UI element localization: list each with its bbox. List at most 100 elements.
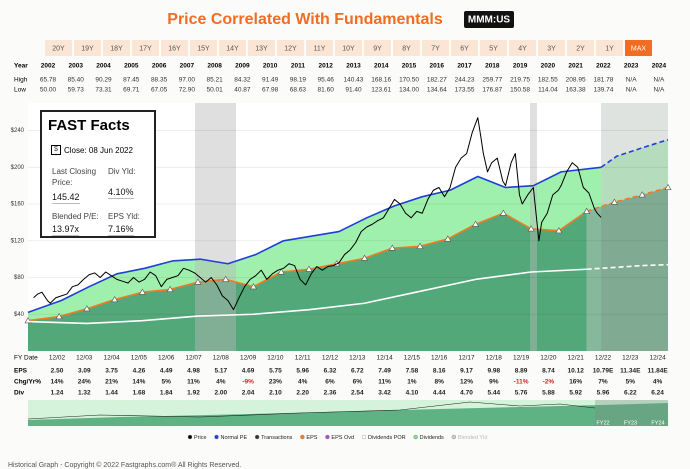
range-button-label[interactable]: 6Y — [460, 45, 469, 52]
table-cell: 2006 — [152, 63, 167, 70]
range-button[interactable] — [103, 40, 130, 56]
range-button[interactable] — [277, 40, 304, 56]
table-cell: 139.74 — [593, 87, 613, 94]
facts-label: Blended P/E: — [52, 212, 99, 221]
range-button-label[interactable]: 11Y — [314, 45, 326, 52]
table-cell: 176.87 — [482, 87, 502, 94]
chart-title: Price Correlated With Fundamentals — [167, 11, 443, 28]
table-cell: 91.49 — [262, 77, 279, 84]
range-button[interactable] — [625, 40, 652, 56]
facts-value: 7.16% — [108, 224, 134, 236]
table-cell: 73.31 — [95, 87, 112, 94]
range-button-label[interactable]: 15Y — [197, 45, 210, 52]
range-button-label[interactable]: 14Y — [226, 45, 239, 52]
y-tick-label: $240 — [11, 128, 25, 134]
range-button[interactable] — [45, 40, 72, 56]
row-label: Chg/Yr% — [14, 379, 41, 386]
table-cell: 2021 — [568, 63, 583, 70]
range-button-label[interactable]: 1Y — [605, 45, 614, 52]
range-button[interactable] — [74, 40, 101, 56]
range-button-label[interactable]: 10Y — [342, 45, 355, 52]
table-cell: 2016 — [430, 63, 445, 70]
table-cell: 12/10 — [267, 355, 284, 362]
table-cell: 4.10 — [406, 390, 419, 397]
table-cell: N/A — [626, 77, 638, 84]
facts-close: Close: 08 Jun 2022 — [64, 146, 133, 155]
legend-label: Blended Yld — [458, 435, 488, 441]
table-cell: 6.72 — [351, 368, 364, 375]
range-button-label[interactable]: 2Y — [576, 45, 585, 52]
table-cell: 4% — [298, 379, 308, 386]
range-button-label[interactable]: 20Y — [52, 45, 65, 52]
table-cell: 244.23 — [455, 77, 475, 84]
legend-label: Transactions — [261, 435, 293, 441]
eps-marker — [194, 278, 202, 285]
navigator-label: FY23 — [624, 420, 637, 426]
table-cell: 12/14 — [376, 355, 393, 362]
range-button-label[interactable]: 19Y — [81, 45, 94, 52]
table-cell: 5.76 — [515, 390, 528, 397]
navigator-price — [27, 401, 596, 420]
range-button[interactable] — [393, 40, 420, 56]
series-line — [33, 117, 602, 311]
table-cell: 2011 — [291, 63, 305, 70]
range-button[interactable] — [422, 40, 449, 56]
table-cell: 5.88 — [542, 390, 555, 397]
table-cell: 1.24 — [51, 390, 64, 397]
range-button[interactable] — [480, 40, 507, 56]
table-cell: 219.75 — [510, 77, 530, 84]
table-cell: 3.75 — [105, 368, 118, 375]
table-cell: 9.17 — [460, 368, 473, 375]
range-button-label[interactable]: MAX — [631, 45, 647, 52]
range-button[interactable] — [219, 40, 246, 56]
range-button-label[interactable]: 5Y — [489, 45, 498, 52]
legend-label: Normal PE — [221, 435, 248, 441]
range-button[interactable] — [306, 40, 333, 56]
table-cell: 10.12 — [568, 368, 585, 375]
range-button[interactable] — [538, 40, 565, 56]
table-cell: N/A — [626, 87, 638, 94]
table-cell: 2.04 — [242, 390, 255, 397]
table-cell: 11% — [378, 379, 391, 386]
range-button[interactable] — [596, 40, 623, 56]
range-button-label[interactable]: 13Y — [255, 45, 268, 52]
table-cell: 1.68 — [133, 390, 146, 397]
table-cell: 5% — [161, 379, 171, 386]
range-button-label[interactable]: 17Y — [139, 45, 152, 52]
y-tick-label: $80 — [14, 275, 25, 281]
range-button-label[interactable]: 12Y — [284, 45, 297, 52]
table-cell: 14% — [50, 379, 63, 386]
table-cell: 170.50 — [399, 77, 419, 84]
range-button[interactable] — [190, 40, 217, 56]
table-cell: 59.73 — [68, 87, 85, 94]
eps-marker — [55, 312, 63, 320]
range-button-label[interactable]: 9Y — [373, 45, 382, 52]
legend-label: EPS — [306, 435, 317, 441]
table-cell: 12/03 — [76, 355, 93, 362]
range-button-label[interactable]: 18Y — [110, 45, 123, 52]
table-cell: 123.61 — [371, 87, 391, 94]
range-button[interactable] — [248, 40, 275, 56]
range-button[interactable] — [567, 40, 594, 56]
table-cell: 7% — [598, 379, 608, 386]
table-cell: 10.79E — [593, 368, 614, 375]
footer: Historical Graph - Copyright © 2022 Fast… — [8, 461, 241, 469]
range-button-label[interactable]: 7Y — [431, 45, 440, 52]
range-button[interactable] — [509, 40, 536, 56]
range-button-label[interactable]: 3Y — [547, 45, 556, 52]
range-button-label[interactable]: 4Y — [518, 45, 527, 52]
range-button-label[interactable]: 8Y — [402, 45, 411, 52]
table-cell: 90.29 — [95, 77, 112, 84]
range-button-label[interactable]: 16Y — [168, 45, 181, 52]
table-cell: 67.05 — [151, 87, 168, 94]
table-cell: 84.32 — [234, 77, 251, 84]
range-button[interactable] — [335, 40, 362, 56]
facts-value: 4.10% — [108, 187, 134, 199]
table-cell: 12/16 — [431, 355, 448, 362]
table-cell: 3.42 — [378, 390, 391, 397]
table-cell: 97.00 — [179, 77, 196, 84]
range-button[interactable] — [451, 40, 478, 56]
range-button[interactable] — [364, 40, 391, 56]
range-button[interactable] — [161, 40, 188, 56]
range-button[interactable] — [132, 40, 159, 56]
